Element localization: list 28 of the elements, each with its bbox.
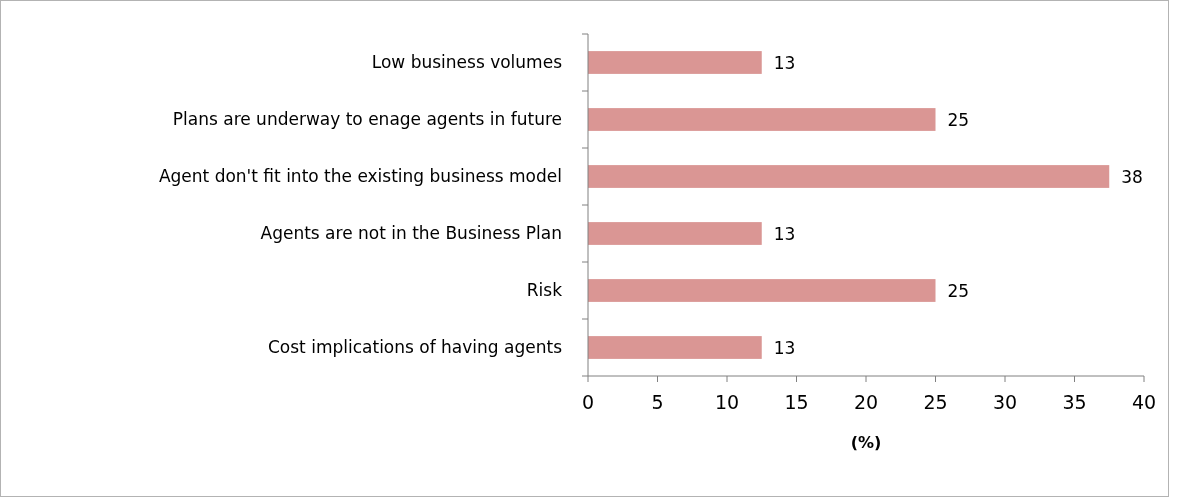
data-label: 25 [947,110,970,131]
data-label: 13 [773,53,796,74]
x-tick-label: 10 [714,391,740,413]
bar [588,222,762,245]
y-tick-label: Agents are not in the Business Plan [260,223,562,244]
bar [588,279,936,302]
bar [588,108,936,131]
bar [588,51,762,74]
x-tick-label: 15 [784,391,809,413]
y-tick-label: Agent don't fit into the existing business model [158,166,562,187]
x-axis-title: (%) [850,433,882,452]
bar [588,336,762,359]
x-tick-label: 20 [853,391,879,413]
bar [588,165,1110,188]
data-label: 25 [947,281,970,302]
y-tick-label: Plans are underway to enage agents in future [172,109,562,130]
data-label: 13 [773,224,796,245]
x-tick-label: 30 [992,391,1018,413]
data-label: 38 [1121,167,1143,188]
y-tick-label: Risk [526,280,563,301]
x-tick-label: 35 [1062,391,1087,413]
y-tick-label: Low business volumes [371,52,563,73]
x-tick-label: 5 [651,391,664,413]
x-tick-label: 25 [923,391,948,413]
data-label: 13 [773,338,796,359]
x-tick-label: 40 [1131,391,1157,413]
x-tick-label: 0 [581,391,595,413]
y-tick-label: Cost implications of having agents [267,337,563,358]
